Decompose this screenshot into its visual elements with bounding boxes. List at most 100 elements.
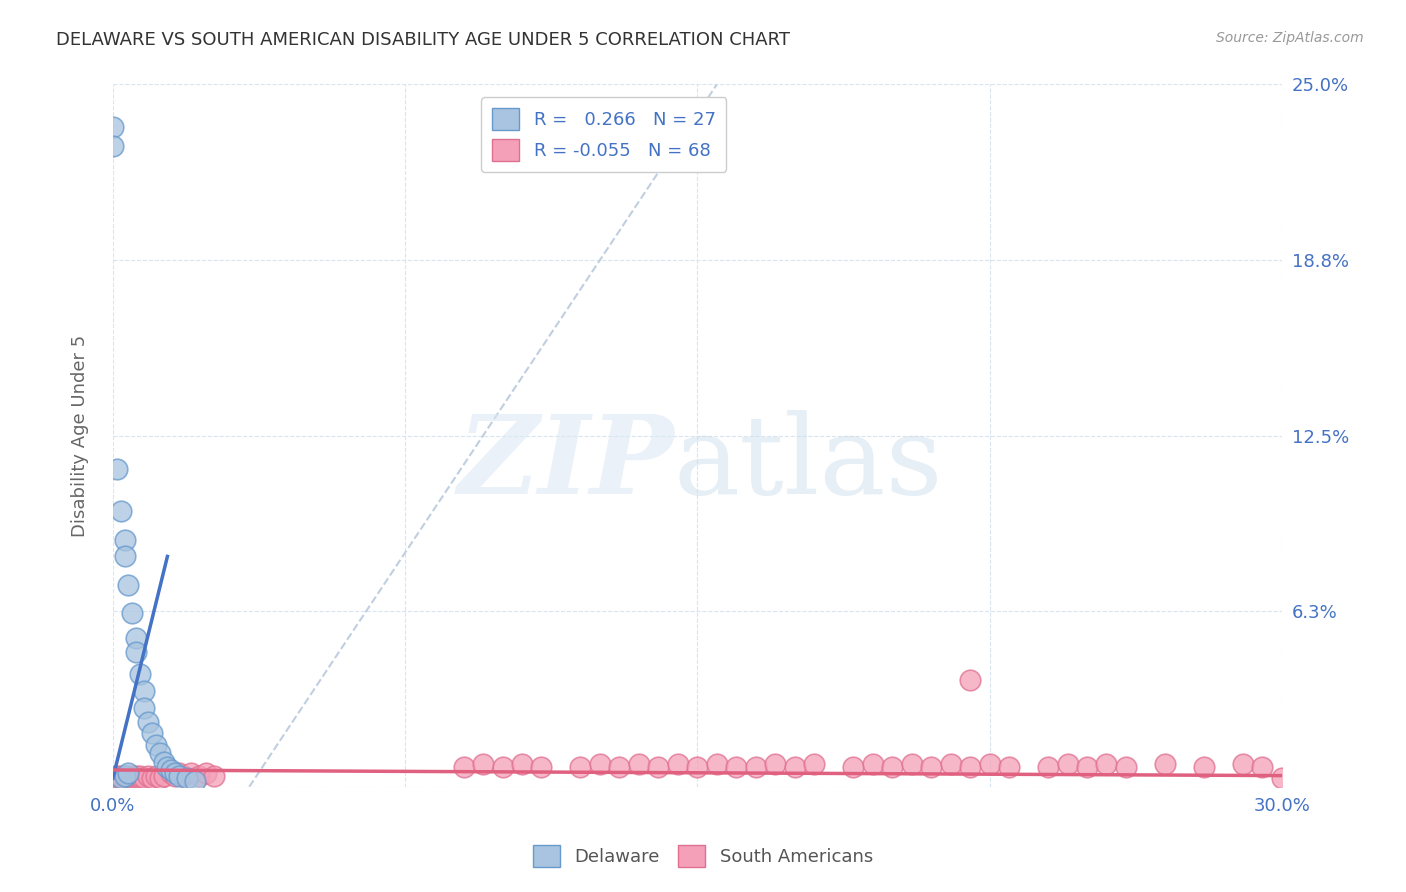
Point [1056, 757, 1078, 772]
Point [882, 760, 904, 774]
Point [1095, 757, 1118, 772]
Point [136, 715, 159, 730]
Point [136, 769, 159, 783]
Point [141, 726, 163, 740]
Point [129, 769, 152, 783]
Point [165, 765, 187, 780]
Point [101, 120, 124, 134]
Point [114, 769, 136, 783]
Point [101, 139, 124, 153]
Point [706, 757, 728, 772]
Text: Source: ZipAtlas.com: Source: ZipAtlas.com [1216, 31, 1364, 45]
Point [939, 757, 962, 772]
Point [1271, 772, 1294, 786]
Point [453, 760, 475, 774]
Point [125, 631, 148, 645]
Point [141, 772, 163, 786]
Point [149, 772, 172, 786]
Point [979, 757, 1001, 772]
Point [959, 760, 981, 774]
Point [117, 769, 139, 783]
Point [125, 769, 148, 783]
Point [998, 760, 1021, 774]
Point [183, 774, 205, 789]
Point [1076, 760, 1098, 774]
Point [145, 769, 167, 783]
Point [117, 765, 139, 780]
Point [195, 765, 218, 780]
Point [129, 667, 152, 681]
Point [132, 684, 155, 698]
Point [180, 765, 202, 780]
Point [842, 760, 865, 774]
Point [110, 772, 132, 786]
Legend: R =   0.266   N = 27, R = -0.055   N = 68: R = 0.266 N = 27, R = -0.055 N = 68 [481, 97, 727, 172]
Point [149, 746, 172, 760]
Point [114, 533, 136, 547]
Point [745, 760, 768, 774]
Point [125, 645, 148, 659]
Point [1192, 760, 1215, 774]
Point [172, 769, 194, 783]
Point [491, 760, 513, 774]
Point [862, 757, 884, 772]
Point [167, 769, 190, 783]
Point [110, 772, 132, 786]
Point [152, 769, 174, 783]
Point [117, 577, 139, 591]
Point [114, 549, 136, 564]
Point [117, 772, 139, 786]
Point [920, 760, 942, 774]
Y-axis label: Disability Age Under 5: Disability Age Under 5 [72, 334, 89, 537]
Point [202, 769, 225, 783]
Point [1036, 760, 1059, 774]
Point [125, 772, 148, 786]
Point [959, 673, 981, 687]
Point [145, 738, 167, 752]
Point [105, 462, 128, 476]
Point [1232, 757, 1254, 772]
Point [1251, 760, 1274, 774]
Text: atlas: atlas [673, 410, 943, 517]
Text: DELAWARE VS SOUTH AMERICAN DISABILITY AGE UNDER 5 CORRELATION CHART: DELAWARE VS SOUTH AMERICAN DISABILITY AG… [56, 31, 790, 49]
Point [121, 772, 143, 786]
Point [725, 760, 748, 774]
Point [156, 760, 179, 774]
Point [569, 760, 592, 774]
Point [160, 763, 183, 777]
Point [105, 769, 128, 783]
Point [121, 606, 143, 620]
Point [763, 757, 786, 772]
Text: ZIP: ZIP [457, 410, 673, 517]
Point [647, 760, 669, 774]
Point [152, 755, 174, 769]
Point [609, 760, 631, 774]
Point [627, 757, 650, 772]
Point [160, 765, 183, 780]
Point [101, 769, 124, 783]
Point [686, 760, 709, 774]
Point [187, 769, 209, 783]
Point [1154, 757, 1177, 772]
Legend: Delaware, South Americans: Delaware, South Americans [526, 838, 880, 874]
Point [589, 757, 612, 772]
Point [666, 757, 689, 772]
Point [530, 760, 553, 774]
Point [121, 769, 143, 783]
Point [1115, 760, 1137, 774]
Point [132, 701, 155, 715]
Point [510, 757, 533, 772]
Point [176, 772, 198, 786]
Point [165, 769, 187, 783]
Point [129, 772, 152, 786]
Point [114, 772, 136, 786]
Point [803, 757, 825, 772]
Point [105, 772, 128, 786]
Point [114, 769, 136, 783]
Point [167, 765, 190, 780]
Point [132, 772, 155, 786]
Point [783, 760, 806, 774]
Point [472, 757, 495, 772]
Point [110, 769, 132, 783]
Point [110, 504, 132, 518]
